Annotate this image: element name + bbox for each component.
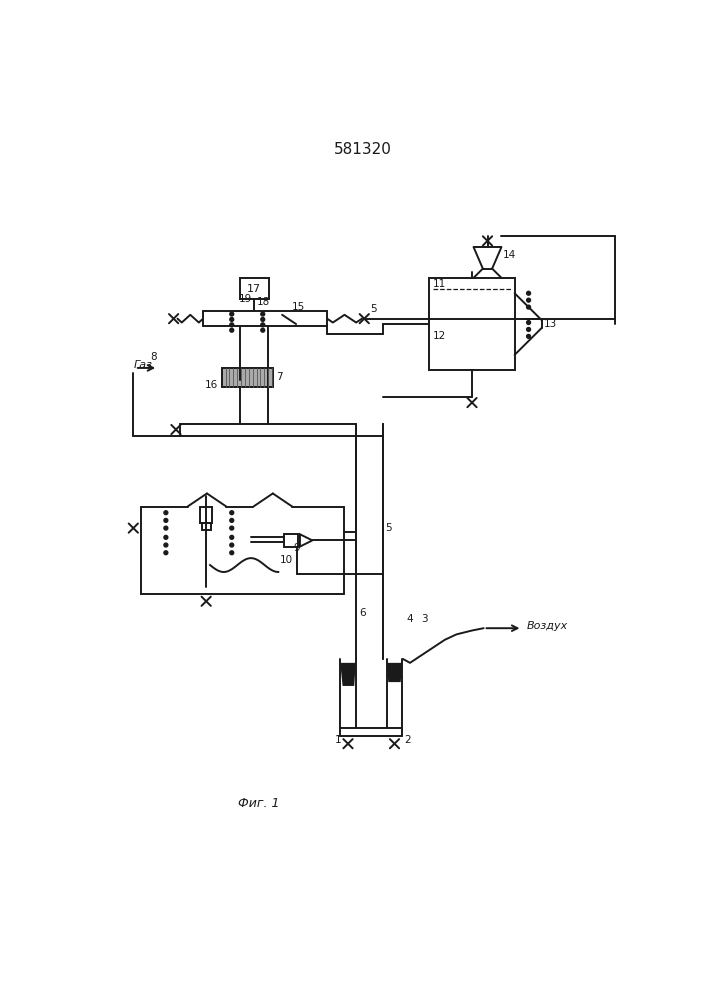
Circle shape (527, 291, 530, 295)
Text: 6: 6 (360, 608, 366, 618)
Text: 4: 4 (407, 614, 414, 624)
Bar (223, 368, 273, 387)
Circle shape (164, 543, 168, 547)
Circle shape (527, 328, 530, 331)
Text: Фиг. 1: Фиг. 1 (238, 797, 280, 810)
Circle shape (230, 328, 234, 332)
Circle shape (164, 511, 168, 515)
Text: 13: 13 (544, 319, 557, 329)
Circle shape (164, 518, 168, 522)
Text: 16: 16 (204, 380, 218, 390)
Bar (429, 278, 515, 370)
Text: Воздух: Воздух (526, 621, 568, 631)
Circle shape (261, 312, 264, 316)
Polygon shape (387, 663, 402, 682)
Circle shape (230, 543, 234, 547)
Text: 8: 8 (151, 352, 157, 362)
Circle shape (230, 535, 234, 539)
Circle shape (164, 535, 168, 539)
Circle shape (230, 312, 234, 316)
Text: 5: 5 (370, 304, 376, 314)
Text: 1: 1 (335, 735, 341, 745)
Text: 12: 12 (433, 331, 447, 341)
Circle shape (527, 298, 530, 302)
Bar (284, 534, 298, 547)
Bar (240, 278, 269, 299)
Text: 18: 18 (257, 297, 270, 307)
Circle shape (230, 511, 234, 515)
Bar (200, 507, 212, 523)
Circle shape (527, 305, 530, 309)
Text: 11: 11 (433, 279, 447, 289)
Circle shape (164, 526, 168, 530)
Text: 7: 7 (276, 372, 283, 382)
Text: 2: 2 (404, 735, 411, 745)
Circle shape (164, 551, 168, 555)
Circle shape (261, 328, 264, 332)
Text: 5: 5 (385, 523, 392, 533)
Text: 14: 14 (503, 250, 516, 260)
Text: 581320: 581320 (334, 142, 392, 157)
Text: Газ: Газ (134, 360, 152, 370)
Text: 3: 3 (421, 614, 428, 624)
Bar (201, 523, 211, 530)
Circle shape (230, 518, 234, 522)
Circle shape (527, 334, 530, 338)
Text: 17: 17 (247, 284, 262, 294)
Circle shape (527, 321, 530, 324)
Text: 19: 19 (239, 294, 252, 304)
Circle shape (261, 318, 264, 321)
Text: 10: 10 (280, 555, 293, 565)
Circle shape (230, 551, 234, 555)
Text: 15: 15 (292, 302, 305, 312)
Circle shape (230, 318, 234, 321)
Text: 9: 9 (293, 543, 300, 553)
Circle shape (230, 526, 234, 530)
Circle shape (230, 323, 234, 327)
Circle shape (261, 323, 264, 327)
Polygon shape (340, 663, 356, 686)
